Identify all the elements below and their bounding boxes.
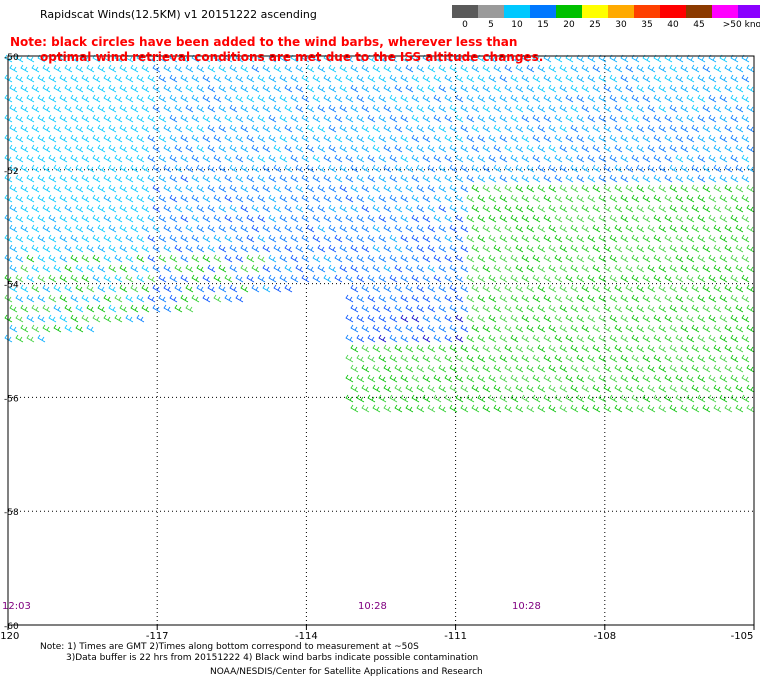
legend-labels: 0 5 10 15 20 25 30 35 40 45 >50 knots [452, 18, 760, 32]
footer-note-2: 3)Data buffer is 22 hrs from 20151222 4)… [66, 653, 479, 663]
lat-axis: -50 -52 -54 -56 -58 -60 [4, 53, 19, 632]
lat-tick-label: -58 [4, 508, 19, 518]
footer-note-1: Note: 1) Times are GMT 2)Times along bot… [40, 642, 419, 652]
lon-tick-label: -105 [731, 631, 754, 642]
legend-swatch [660, 5, 686, 18]
legend-label: 25 [589, 20, 601, 30]
lat-tick-label: -60 [4, 622, 19, 632]
footer-credit: NOAA/NESDIS/Center for Satellite Applica… [210, 667, 483, 677]
legend-label: 20 [563, 20, 575, 30]
map-frame [7, 55, 755, 626]
note-line-1: Note: black circles have been added to t… [10, 35, 518, 49]
lat-tick-label: -50 [4, 53, 19, 63]
legend-swatch [452, 5, 478, 18]
legend-label: 10 [511, 20, 523, 30]
lat-tick-label: -52 [4, 167, 19, 177]
legend-swatch [582, 5, 608, 18]
time-label: 10:28 [512, 601, 541, 612]
legend-swatch [556, 5, 582, 18]
legend-swatch [608, 5, 634, 18]
legend-color-bar [452, 5, 760, 18]
lon-tick-label: -108 [593, 631, 616, 642]
lon-tick-label: -114 [295, 631, 318, 642]
wind-barbs [4, 54, 755, 413]
lat-tick-label: -54 [4, 281, 19, 291]
legend-swatch [504, 5, 530, 18]
legend-swatch [712, 5, 738, 18]
lon-axis: -120 -117 -114 -111 -108 -105 [0, 625, 755, 642]
lon-tick-label: -117 [146, 631, 169, 642]
legend-label: >50 knots [722, 20, 760, 30]
lon-tick-label: -120 [0, 631, 19, 642]
legend-label: 30 [615, 20, 627, 30]
legend-swatch [530, 5, 556, 18]
map-title: Rapidscat Winds(12.5KM) v1 20151222 asce… [40, 8, 317, 21]
legend-label: 5 [488, 20, 494, 30]
note-line-2: optimal wind retrieval conditions are me… [40, 50, 544, 64]
legend-swatch [738, 5, 760, 18]
time-label: 12:03 [2, 601, 31, 612]
legend-swatch [478, 5, 504, 18]
lon-tick-label: -111 [444, 631, 467, 642]
legend-swatch [634, 5, 660, 18]
wind-speed-legend: 0 5 10 15 20 25 30 35 40 45 >50 knots [452, 5, 760, 32]
legend-label: 45 [693, 20, 705, 30]
legend-label: 35 [641, 20, 653, 30]
contamination-note: Note: black circles have been added to t… [10, 35, 543, 65]
legend-swatch [686, 5, 712, 18]
time-label: 10:28 [358, 601, 387, 612]
legend-label: 0 [462, 20, 468, 30]
lat-tick-label: -56 [4, 394, 19, 404]
map-grid [8, 56, 754, 625]
legend-label: 40 [667, 20, 679, 30]
legend-label: 15 [537, 20, 549, 30]
